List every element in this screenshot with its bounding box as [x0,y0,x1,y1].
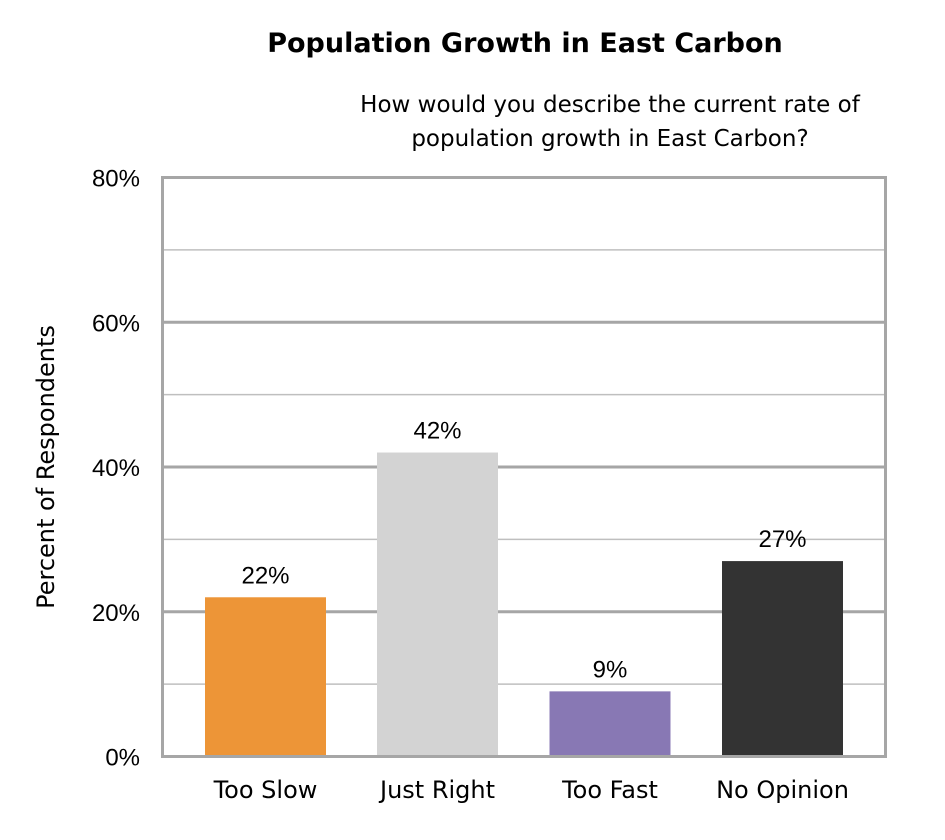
y-tick-label: 20% [92,600,140,627]
data-label: 27% [758,526,806,553]
x-tick-label: Too Fast [561,776,658,804]
y-tick-labels: 0% 20% 40% 60% 80% [92,166,140,772]
y-tick-label: 40% [92,455,140,482]
bars [205,452,843,755]
bar [549,691,671,755]
y-tick-label: 60% [92,310,140,337]
bar [205,597,326,755]
subtitle-line-2: population growth in East Carbon? [411,126,809,152]
x-tick-label: Just Right [378,776,495,804]
chart-title: Population Growth in East Carbon [267,28,783,59]
y-axis-label: Percent of Respondents [32,325,60,609]
data-label: 42% [413,418,461,445]
bar [722,561,843,755]
data-labels: 22% 42% 9% 27% [241,418,806,684]
y-tick-label: 80% [92,166,140,193]
data-label: 9% [593,656,628,683]
bar [377,452,498,755]
x-tick-labels: Too Slow Just Right Too Fast No Opinion [213,776,849,804]
data-label: 22% [241,562,289,589]
y-tick-label: 0% [105,745,140,772]
plot-frame [161,176,887,758]
x-tick-label: No Opinion [716,776,849,804]
x-tick-label: Too Slow [213,776,318,804]
subtitle-line-1: How would you describe the current rate … [360,92,860,118]
chart-subtitle: How would you describe the current rate … [180,88,945,156]
